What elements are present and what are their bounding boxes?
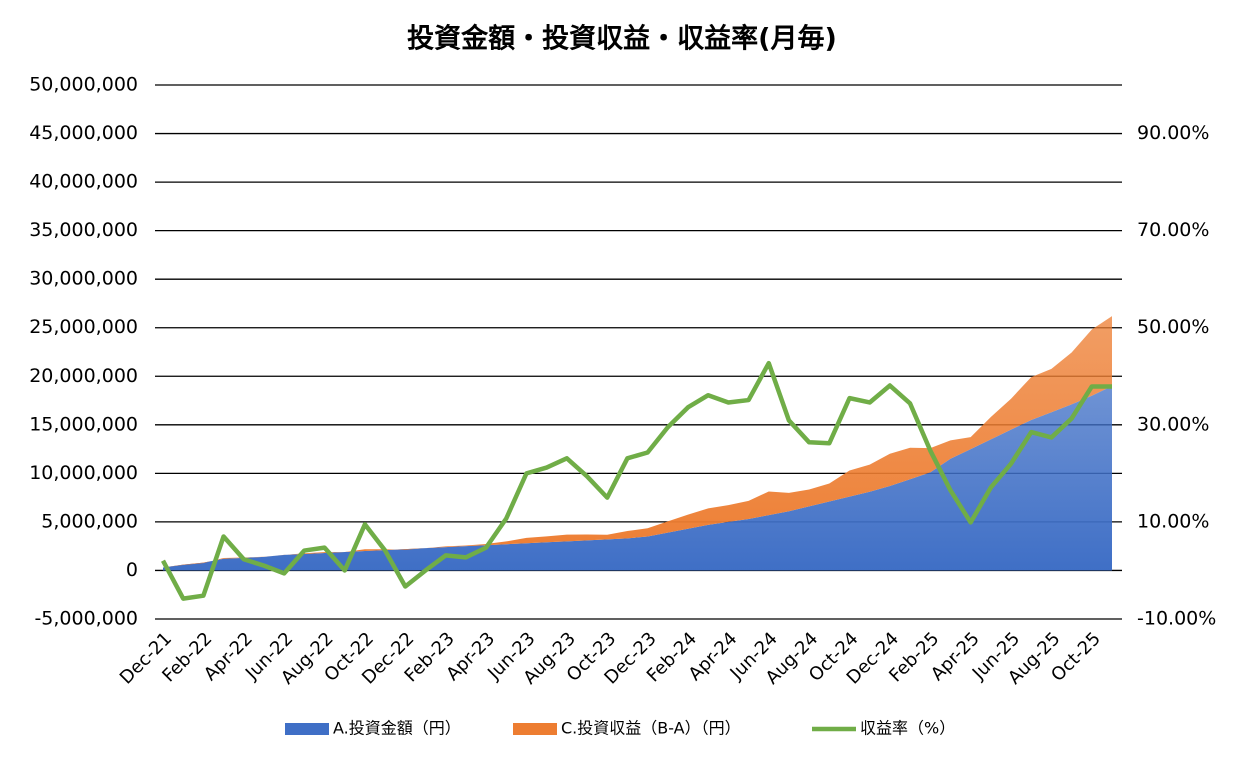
chart-title: 投資金額・投資収益・収益率(月毎) <box>407 23 837 55</box>
y-tick-label: 10,000,000 <box>29 462 138 484</box>
y2-tick-label: 90.00% <box>1137 122 1209 144</box>
y2-tick-label: 70.00% <box>1137 219 1209 241</box>
legend-swatch <box>513 723 557 735</box>
y-tick-label: 45,000,000 <box>29 122 138 144</box>
y-tick-label: 0 <box>126 559 138 581</box>
y2-tick-label: 30.00% <box>1137 413 1209 435</box>
y-tick-label: -5,000,000 <box>34 608 138 630</box>
legend-label: A.投資金額（円） <box>333 719 461 738</box>
y-tick-label: 5,000,000 <box>41 510 138 532</box>
y-tick-label: 25,000,000 <box>29 316 138 338</box>
y-tick-label: 30,000,000 <box>29 268 138 290</box>
legend-label: 収益率（%） <box>860 719 955 738</box>
legend-label: C.投資収益（B-A）（円） <box>561 719 741 738</box>
y-tick-label: 40,000,000 <box>29 171 138 193</box>
y2-tick-label: 10.00% <box>1137 510 1209 532</box>
y-tick-label: 15,000,000 <box>29 413 138 435</box>
y-tick-label: 50,000,000 <box>29 74 138 96</box>
y-tick-label: 35,000,000 <box>29 219 138 241</box>
legend-swatch <box>285 723 329 735</box>
y2-tick-label: 50.00% <box>1137 316 1209 338</box>
y-tick-label: 20,000,000 <box>29 365 138 387</box>
line <box>161 360 1112 601</box>
area <box>163 385 1112 571</box>
y2-tick-label: -10.00% <box>1137 608 1216 630</box>
